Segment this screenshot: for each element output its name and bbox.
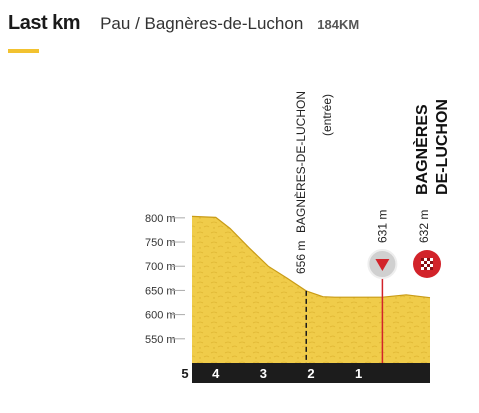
finish-checker-cell xyxy=(424,267,427,270)
x-tick-label: 5 xyxy=(181,366,188,381)
y-tick-label: 700 m xyxy=(145,261,176,273)
stage-distance: 184KM xyxy=(317,17,360,32)
annotations: 656 m BAGNÈRES-DE-LUCHON (entrée) 631 m 632 … xyxy=(293,91,451,363)
finish-checker-cell xyxy=(424,264,427,267)
x-tick-label: 4 xyxy=(212,366,220,381)
finish-checker-cell xyxy=(421,258,424,261)
finish-checker-cell xyxy=(430,258,433,261)
terrain-group xyxy=(191,215,431,363)
finish-checker-cell xyxy=(430,264,433,267)
flamme-rouge-elevation: 631 m xyxy=(375,210,389,243)
y-tick-label: 600 m xyxy=(145,310,176,322)
finish-checker-cell xyxy=(427,261,430,264)
km-bar xyxy=(192,363,430,383)
terrain-area xyxy=(192,216,430,363)
x-tick-label: 1 xyxy=(355,366,362,381)
town-entry-sublabel: (entrée) xyxy=(320,94,334,136)
finish-checker-cell xyxy=(430,261,433,264)
page-title: Last km xyxy=(8,12,81,34)
finish-town-label: BAGNÈRES xyxy=(412,104,431,195)
town-entry-elevation: 656 m xyxy=(294,241,308,274)
finish-checker-cell xyxy=(427,264,430,267)
y-tick-label: 650 m xyxy=(145,285,176,297)
y-axis-ticks: 800 m 750 m 700 m 650 m 600 m 550 m xyxy=(145,213,185,346)
flamme-rouge-triangle-icon xyxy=(375,259,390,271)
finish-checker-cell xyxy=(424,261,427,264)
y-tick-label: 550 m xyxy=(145,334,176,346)
finish-checker-cell xyxy=(421,264,424,267)
finish-checker-cell xyxy=(421,261,424,264)
finish-checker-cell xyxy=(427,267,430,270)
x-tick-label: 3 xyxy=(260,366,267,381)
y-tick-label: 800 m xyxy=(145,213,176,225)
terrain-ridge-line xyxy=(191,215,431,299)
town-entry-label: BAGNÈRES-DE-LUCHON xyxy=(293,91,308,233)
y-tick-label: 750 m xyxy=(145,237,176,249)
finish-checker-cell xyxy=(430,267,433,270)
header: Last km Pau / Bagnères-de-Luchon 184KM xyxy=(8,12,359,38)
finish-checker-cell xyxy=(421,267,424,270)
x-axis-bar: 5 4 3 2 1 xyxy=(181,363,430,383)
stage-route: Pau / Bagnères-de-Luchon xyxy=(100,14,304,33)
title-underline xyxy=(8,49,39,53)
finish-checker-cell xyxy=(424,258,427,261)
x-tick-label: 2 xyxy=(307,366,314,381)
finish-elevation: 632 m xyxy=(417,210,431,243)
finish-checker-cell xyxy=(427,258,430,261)
finish-town-label: DE-LUCHON xyxy=(434,99,451,195)
